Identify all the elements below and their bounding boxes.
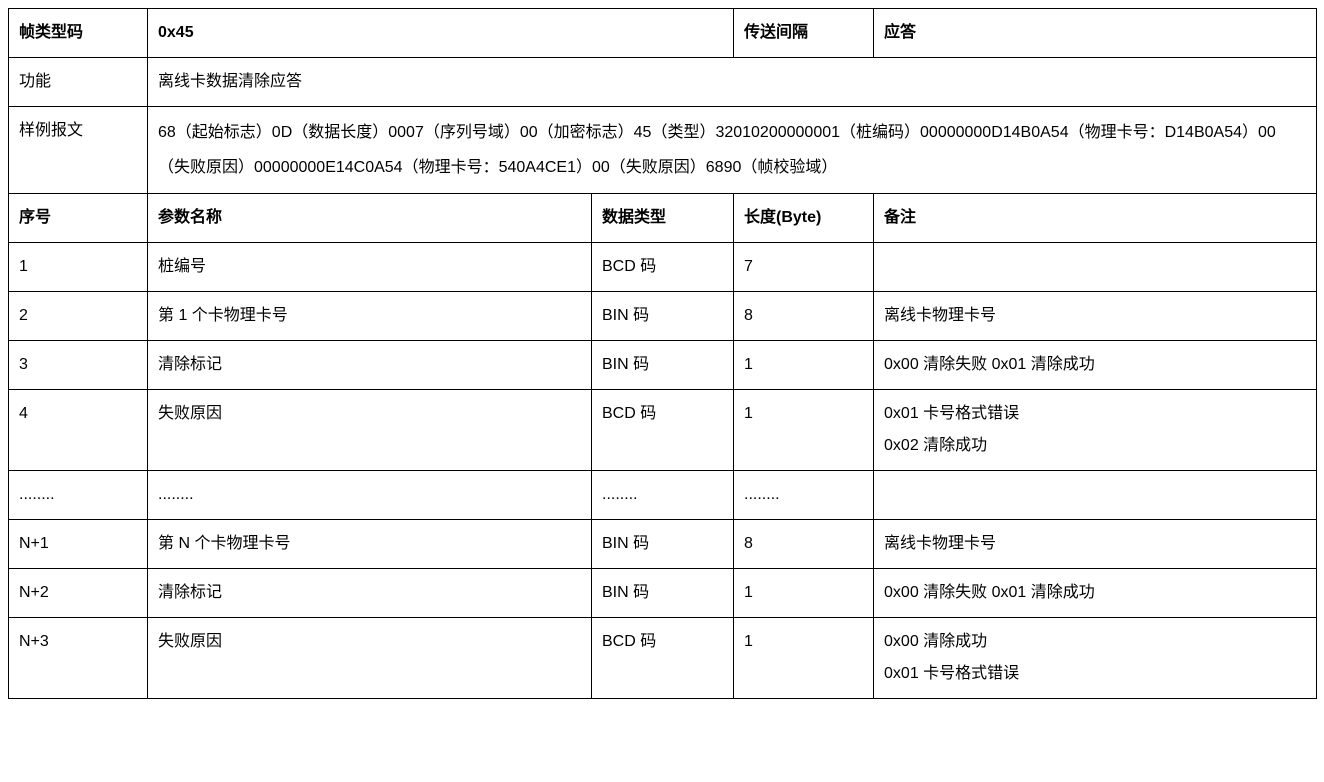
header-row-function: 功能 离线卡数据清除应答 — [9, 58, 1317, 107]
table-row: N+1第 N 个卡物理卡号BIN 码8离线卡物理卡号 — [9, 520, 1317, 569]
cell-name: 第 N 个卡物理卡号 — [148, 520, 592, 569]
cell-len: 8 — [734, 292, 874, 341]
function-value: 离线卡数据清除应答 — [148, 58, 1317, 107]
cell-len: ........ — [734, 471, 874, 520]
cell-remark: 离线卡物理卡号 — [874, 520, 1317, 569]
col-len: 长度(Byte) — [734, 194, 874, 243]
protocol-table: 帧类型码 0x45 传送间隔 应答 功能 离线卡数据清除应答 样例报文 68（起… — [8, 8, 1317, 699]
cell-name: 桩编号 — [148, 243, 592, 292]
cell-type: ........ — [592, 471, 734, 520]
cell-remark: 0x00 清除失败 0x01 清除成功 — [874, 341, 1317, 390]
sample-value: 68（起始标志）0D（数据长度）0007（序列号域）00（加密标志）45（类型）… — [148, 107, 1317, 194]
cell-name: 第 1 个卡物理卡号 — [148, 292, 592, 341]
table-body: 帧类型码 0x45 传送间隔 应答 功能 离线卡数据清除应答 样例报文 68（起… — [9, 9, 1317, 699]
header-row-frame-type: 帧类型码 0x45 传送间隔 应答 — [9, 9, 1317, 58]
col-type: 数据类型 — [592, 194, 734, 243]
cell-type: BCD 码 — [592, 618, 734, 699]
table-row: ................................ — [9, 471, 1317, 520]
col-remark: 备注 — [874, 194, 1317, 243]
cell-len: 1 — [734, 341, 874, 390]
cell-len: 1 — [734, 569, 874, 618]
cell-seq: 3 — [9, 341, 148, 390]
interval-value: 应答 — [874, 9, 1317, 58]
cell-len: 1 — [734, 618, 874, 699]
interval-label: 传送间隔 — [734, 9, 874, 58]
cell-remark — [874, 243, 1317, 292]
cell-len: 8 — [734, 520, 874, 569]
cell-name: ........ — [148, 471, 592, 520]
frame-type-label: 帧类型码 — [9, 9, 148, 58]
cell-seq: N+2 — [9, 569, 148, 618]
cell-seq: ........ — [9, 471, 148, 520]
cell-name: 清除标记 — [148, 341, 592, 390]
table-row: 4失败原因BCD 码10x01 卡号格式错误0x02 清除成功 — [9, 390, 1317, 471]
cell-type: BIN 码 — [592, 341, 734, 390]
cell-type: BCD 码 — [592, 390, 734, 471]
table-row: 1桩编号BCD 码7 — [9, 243, 1317, 292]
cell-seq: N+3 — [9, 618, 148, 699]
cell-name: 失败原因 — [148, 618, 592, 699]
table-row: N+3失败原因BCD 码10x00 清除成功0x01 卡号格式错误 — [9, 618, 1317, 699]
sample-label: 样例报文 — [9, 107, 148, 194]
col-seq: 序号 — [9, 194, 148, 243]
cell-seq: 2 — [9, 292, 148, 341]
cell-remark — [874, 471, 1317, 520]
column-header-row: 序号 参数名称 数据类型 长度(Byte) 备注 — [9, 194, 1317, 243]
header-row-sample: 样例报文 68（起始标志）0D（数据长度）0007（序列号域）00（加密标志）4… — [9, 107, 1317, 194]
cell-name: 清除标记 — [148, 569, 592, 618]
cell-remark: 0x00 清除失败 0x01 清除成功 — [874, 569, 1317, 618]
cell-type: BIN 码 — [592, 292, 734, 341]
cell-len: 1 — [734, 390, 874, 471]
cell-type: BCD 码 — [592, 243, 734, 292]
cell-type: BIN 码 — [592, 569, 734, 618]
col-name: 参数名称 — [148, 194, 592, 243]
table-row: 2第 1 个卡物理卡号BIN 码8离线卡物理卡号 — [9, 292, 1317, 341]
cell-seq: 4 — [9, 390, 148, 471]
frame-type-value: 0x45 — [148, 9, 734, 58]
cell-name: 失败原因 — [148, 390, 592, 471]
cell-len: 7 — [734, 243, 874, 292]
table-row: N+2清除标记BIN 码10x00 清除失败 0x01 清除成功 — [9, 569, 1317, 618]
cell-seq: N+1 — [9, 520, 148, 569]
cell-remark: 0x00 清除成功0x01 卡号格式错误 — [874, 618, 1317, 699]
cell-seq: 1 — [9, 243, 148, 292]
cell-remark: 离线卡物理卡号 — [874, 292, 1317, 341]
cell-remark: 0x01 卡号格式错误0x02 清除成功 — [874, 390, 1317, 471]
cell-type: BIN 码 — [592, 520, 734, 569]
function-label: 功能 — [9, 58, 148, 107]
table-row: 3清除标记BIN 码10x00 清除失败 0x01 清除成功 — [9, 341, 1317, 390]
